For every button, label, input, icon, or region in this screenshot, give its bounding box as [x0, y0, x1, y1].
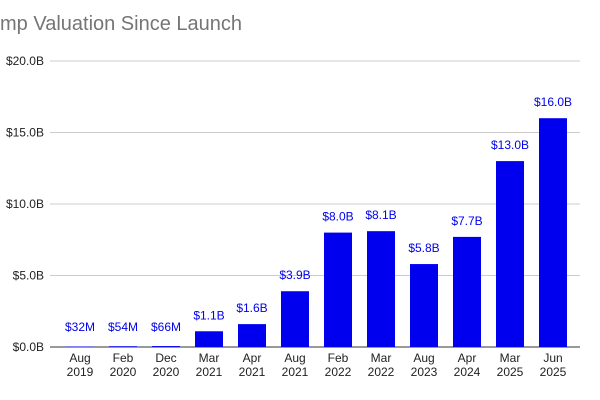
x-tick-year: 2021	[196, 365, 223, 379]
y-tick-label: $15.0B	[6, 126, 44, 140]
bar	[238, 324, 266, 347]
y-tick-label: $5.0B	[13, 269, 44, 283]
x-tick-label: Mar 2021	[196, 351, 223, 379]
gridlines	[50, 60, 580, 348]
x-tick-year: 2019	[67, 365, 94, 379]
bar	[109, 346, 137, 347]
data-label: $16.0B	[534, 95, 572, 109]
y-tick-label: $0.0B	[13, 340, 44, 354]
x-tick-year: 2025	[540, 365, 567, 379]
data-label: $7.7B	[451, 214, 482, 228]
x-tick-label: Aug 2019	[67, 351, 94, 379]
data-label: $1.1B	[193, 308, 224, 322]
data-labels: $32M $54M $66M $1.1B $1.6B $3.9B $8.0B $8.1B $5.…	[65, 95, 572, 334]
y-tick-label: $20.0B	[6, 54, 44, 68]
x-tick-year: 2024	[454, 365, 481, 379]
x-tick-month: Mar	[371, 351, 392, 365]
x-tick-label: Mar 2025	[497, 351, 524, 379]
x-tick-label: Aug 2021	[282, 351, 309, 379]
x-tick-year: 2021	[282, 365, 309, 379]
bar	[152, 346, 180, 347]
data-label: $54M	[108, 320, 138, 334]
x-tick-year: 2025	[497, 365, 524, 379]
data-label: $32M	[65, 320, 95, 334]
x-tick-month: Dec	[155, 351, 176, 365]
x-tick-year: 2023	[411, 365, 438, 379]
x-tick-label: Jun 2025	[540, 351, 567, 379]
x-tick-month: Aug	[284, 351, 305, 365]
bar	[453, 236, 481, 347]
x-tick-year: 2020	[153, 365, 180, 379]
data-label: $5.8B	[408, 241, 439, 255]
x-tick-month: Aug	[69, 351, 90, 365]
x-tick-year: 2020	[110, 365, 137, 379]
y-axis-labels: $0.0B $5.0B $10.0B $15.0B $20.0B	[6, 54, 44, 354]
bar	[410, 264, 438, 347]
x-tick-label: Feb 2022	[325, 351, 352, 379]
x-tick-month: Apr	[458, 351, 477, 365]
y-tick-label: $10.0B	[6, 197, 44, 211]
data-label: $66M	[151, 320, 181, 334]
x-tick-month: Apr	[243, 351, 262, 365]
bar	[367, 231, 395, 347]
x-tick-month: Jun	[543, 351, 562, 365]
x-tick-year: 2022	[368, 365, 395, 379]
x-tick-label: Apr 2024	[454, 351, 481, 379]
x-tick-label: Feb 2020	[110, 351, 137, 379]
x-tick-month: Mar	[199, 351, 220, 365]
x-tick-month: Aug	[413, 351, 434, 365]
x-tick-label: Mar 2022	[368, 351, 395, 379]
x-tick-label: Aug 2023	[411, 351, 438, 379]
bars	[66, 118, 567, 347]
x-tick-label: Dec 2020	[153, 351, 180, 379]
x-tick-label: Apr 2021	[239, 351, 266, 379]
x-tick-year: 2022	[325, 365, 352, 379]
data-label: $1.6B	[236, 301, 267, 315]
bar	[496, 161, 524, 347]
bar	[195, 331, 223, 347]
data-label: $8.1B	[365, 208, 396, 222]
chart-title: mp Valuation Since Launch	[0, 13, 243, 35]
x-tick-month: Mar	[500, 351, 521, 365]
data-label: $13.0B	[491, 138, 529, 152]
bar	[539, 118, 567, 347]
bar	[281, 291, 309, 347]
data-label: $8.0B	[322, 210, 353, 224]
x-tick-month: Feb	[328, 351, 349, 365]
x-tick-month: Feb	[113, 351, 134, 365]
data-label: $3.9B	[279, 268, 310, 282]
bar	[324, 232, 352, 347]
x-tick-year: 2021	[239, 365, 266, 379]
